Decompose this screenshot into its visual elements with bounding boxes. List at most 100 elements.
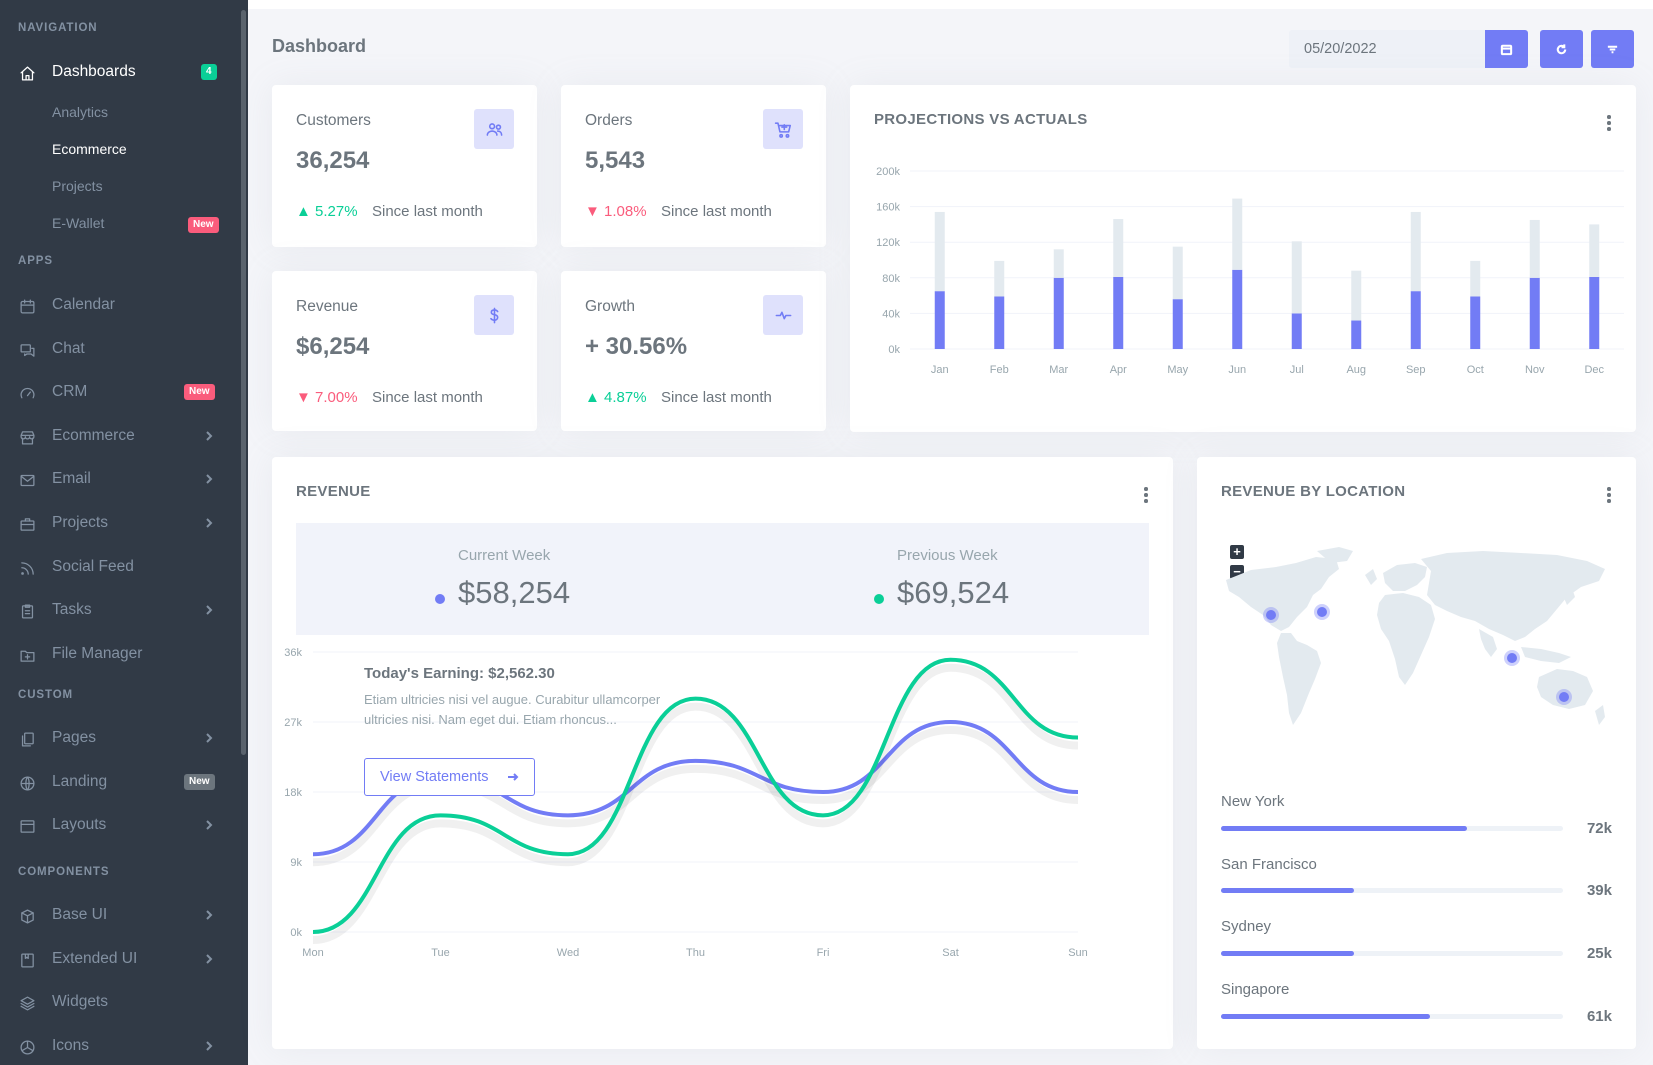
layers-icon (18, 994, 36, 1012)
sidebar-item-crm[interactable]: CRM New (0, 372, 238, 412)
sidebar-scrollbar[interactable] (241, 10, 246, 755)
sidebar-item-label: Chat (52, 340, 85, 357)
projections-bar-chart: 0k 40k 80k 120k 160k 200k Jan Feb Mar Apr May Jun Ju… (876, 166, 1624, 376)
y-tick-label: 0k (290, 927, 302, 939)
stat-value: 36,254 (296, 147, 370, 174)
previous-week-value: $69,524 (897, 575, 1010, 610)
box-icon (18, 907, 36, 925)
sidebar-item-label: Layouts (52, 816, 107, 833)
sidebar-item-file-manager[interactable]: File Manager (0, 634, 238, 674)
calendar-icon (1500, 44, 1513, 55)
stat-card-growth: Growth + 30.56% ▲ 4.87% Since last month (561, 271, 826, 431)
sidebar-item-ecommerce[interactable]: Ecommerce (0, 416, 238, 456)
sidebar-item-pages[interactable]: Pages (0, 718, 238, 758)
sidebar-subitem-ecommerce[interactable]: Ecommerce (52, 141, 127, 157)
layout-icon (18, 817, 36, 835)
calendar-icon (18, 297, 36, 315)
map-markers (1263, 604, 1572, 705)
section-title-components: COMPONENTS (18, 866, 110, 878)
location-progress (1221, 951, 1563, 956)
home-icon (18, 64, 36, 82)
sidebar-item-base-ui[interactable]: Base UI (0, 895, 238, 935)
location-name: San Francisco (1221, 856, 1317, 873)
sidebar-item-projects[interactable]: Projects (0, 503, 238, 543)
sidebar-item-widgets[interactable]: Widgets (0, 982, 238, 1022)
x-tick-label: Mon (302, 947, 323, 959)
sidebar-item-label: Tasks (52, 601, 92, 618)
x-tick-label: Thu (686, 947, 705, 959)
y-tick-label: 36k (284, 647, 302, 659)
date-picker-input[interactable] (1289, 30, 1485, 68)
bar-projection (1470, 260, 1481, 297)
location-value: 39k (1586, 882, 1612, 899)
bar-actual (1053, 277, 1064, 349)
sidebar-subitem-analytics[interactable]: Analytics (52, 104, 109, 120)
refresh-icon (1556, 43, 1567, 54)
stat-delta-value: 1.08% (604, 203, 647, 220)
projections-card: PROJECTIONS VS ACTUALS 0k 40k 80k 120k 160k 2… (850, 85, 1636, 432)
sidebar-item-calendar[interactable]: Calendar (0, 285, 238, 325)
sidebar-item-landing[interactable]: Landing New (0, 762, 238, 802)
location-progress-fill (1221, 951, 1355, 956)
x-tick-label: May (1167, 364, 1188, 376)
sidebar-item-layouts[interactable]: Layouts (0, 805, 238, 845)
stat-delta-value: 5.27% (315, 203, 358, 220)
more-vertical-icon[interactable] (1606, 487, 1612, 505)
cart-icon (763, 109, 803, 149)
sidebar-item-label: Widgets (52, 993, 108, 1010)
more-vertical-icon[interactable] (1143, 487, 1149, 505)
location-progress-fill (1221, 888, 1355, 893)
landing-new-badge: New (184, 774, 215, 790)
globe-icon (18, 774, 36, 792)
view-statements-button[interactable]: View Statements (364, 758, 535, 796)
bar-projection (1232, 198, 1243, 270)
filter-button[interactable] (1591, 30, 1634, 68)
sidebar-item-dashboards[interactable]: Dashboards 4 (0, 52, 238, 92)
location-name: Singapore (1221, 981, 1290, 998)
x-tick-label: Aug (1346, 364, 1366, 376)
y-tick-label: 0k (888, 344, 900, 356)
sidebar-item-tasks[interactable]: Tasks (0, 590, 238, 630)
sidebar-item-chat[interactable]: Chat (0, 329, 238, 369)
location-name: New York (1221, 793, 1285, 810)
chevron-right-icon (203, 429, 215, 441)
y-tick-label: 9k (290, 857, 302, 869)
sidebar-item-label: Social Feed (52, 558, 134, 575)
calendar-button[interactable] (1485, 30, 1528, 68)
sidebar-item-label: Email (52, 470, 91, 487)
stat-delta: ▼ 7.00% (296, 389, 358, 406)
stat-card-revenue: Revenue $6,254 ▼ 7.00% Since last month (272, 271, 537, 431)
y-tick-label: 27k (284, 717, 302, 729)
series-line-shadow (312, 663, 1079, 944)
view-statements-label: View Statements (380, 769, 489, 785)
sidebar-item-label: Base UI (52, 906, 108, 923)
sidebar-item-email[interactable]: Email (0, 459, 238, 499)
sidebar-subitem-ewallet[interactable]: E-Wallet (52, 215, 105, 231)
x-tick-label: Mar (1049, 364, 1068, 376)
chevron-right-icon (203, 516, 215, 528)
x-tick-label: Dec (1584, 364, 1604, 376)
sidebar-item-label: Extended UI (52, 950, 138, 967)
x-tick-label: Apr (1110, 364, 1127, 376)
sidebar-item-extended-ui[interactable]: Extended UI (0, 939, 238, 979)
sidebar-item-label: Calendar (52, 296, 115, 313)
refresh-button[interactable] (1540, 30, 1583, 68)
stat-delta-value: 4.87% (604, 389, 647, 406)
location-value: 72k (1586, 820, 1612, 837)
world-map[interactable] (1221, 545, 1621, 745)
stat-card-customers: Customers 36,254 ▲ 5.27% Since last mont… (272, 85, 537, 247)
dashboards-count-badge: 4 (201, 64, 217, 80)
sidebar-subitem-projects[interactable]: Projects (52, 178, 103, 194)
bar-actual (1470, 296, 1481, 349)
sidebar-item-label: Icons (52, 1037, 90, 1054)
bar-actual (1529, 277, 1540, 349)
card-title: REVENUE (296, 483, 371, 500)
y-tick-label: 80k (882, 273, 900, 285)
more-vertical-icon[interactable] (1606, 115, 1612, 133)
stat-card-orders: Orders 5,543 ▼ 1.08% Since last month (561, 85, 826, 247)
map-zoom-in-button[interactable]: + (1230, 545, 1244, 559)
sidebar-item-icons[interactable]: Icons (0, 1026, 238, 1065)
sidebar-item-social-feed[interactable]: Social Feed (0, 547, 238, 587)
chevron-right-icon (203, 908, 215, 920)
section-title-navigation: NAVIGATION (18, 22, 98, 34)
